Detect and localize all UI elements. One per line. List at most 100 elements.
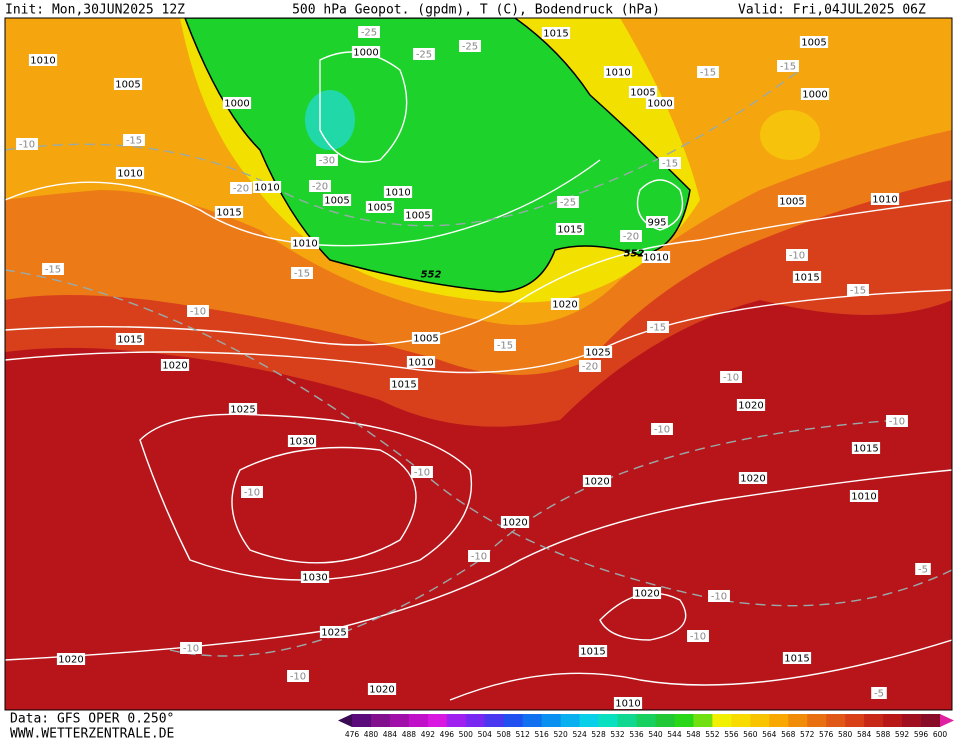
isobar-label: 1020: [552, 300, 577, 311]
isobar-label: 1015: [557, 225, 582, 236]
isobar-label-box: [582, 475, 612, 487]
colorbar-label: 500: [459, 730, 474, 739]
isobar-label: 1010: [292, 239, 317, 250]
isobar-label: 1015: [391, 380, 416, 391]
isobar-label-box: [214, 206, 244, 218]
isobar-label-box: [406, 356, 436, 368]
colorbar-label: 480: [364, 730, 379, 739]
colorbar-cell: [503, 714, 524, 727]
temperature-label-box: [42, 263, 64, 275]
colorbar-label: 596: [914, 730, 929, 739]
colorbar-cell: [352, 714, 372, 727]
colorbar: 476 480 484 488 492 496 500 504 508 512 516 520 524 5…: [338, 714, 954, 739]
isobar-label-box: [367, 683, 397, 695]
temperature-label-box: [720, 371, 742, 383]
isobar-label-box: [403, 209, 433, 221]
temperature-label: -10: [654, 425, 670, 436]
isobar-label: 1020: [740, 474, 765, 485]
colorbar-label: 520: [553, 730, 568, 739]
temperature-label: -5: [874, 689, 884, 700]
colorbar-label: 584: [857, 730, 872, 739]
isobar-label: 1020: [634, 589, 659, 600]
temperature-label: -10: [789, 251, 805, 262]
colorbar-cell: [845, 714, 865, 727]
temperature-label-box: [494, 339, 516, 351]
temperature-label-box: [459, 40, 481, 52]
isobar-label-box: [849, 490, 879, 502]
colorbar-cell: [902, 714, 922, 727]
temperature-label-box: [651, 423, 673, 435]
isobar-label-box: [782, 652, 812, 664]
temperature-label-box: [708, 590, 730, 602]
temperature-label-box: [358, 26, 380, 38]
map: [5, 18, 952, 710]
temperature-label: -20: [582, 362, 598, 373]
temperature-label-box: [915, 563, 931, 575]
isobar-label: 1030: [289, 437, 314, 448]
isobar-label-box: [603, 66, 633, 78]
isobar-label: 1000: [802, 90, 827, 101]
temperature-label: -5: [918, 565, 928, 576]
colorbar-label: 580: [838, 730, 853, 739]
isobar-label-box: [851, 442, 881, 454]
temperature-label-box: [287, 670, 309, 682]
isobar-label-box: [300, 571, 330, 583]
isobar-label-box: [365, 201, 395, 213]
temperature-label-box: [316, 154, 338, 166]
colorbar-cell: [522, 714, 543, 727]
temperature-label: -10: [183, 644, 199, 655]
colorbar-label: 492: [421, 730, 436, 739]
isobar-label-box: [351, 46, 381, 58]
colorbar-cell: [541, 714, 562, 727]
site: WWW.WETTERZENTRALE.DE: [10, 727, 174, 742]
isobar-label: 1010: [408, 358, 433, 369]
colorbar-label: 536: [629, 730, 644, 739]
isobar-label: 995: [647, 218, 666, 229]
colorbar-cell: [427, 714, 448, 727]
colorbar-cell: [769, 714, 789, 727]
colorbar-cell: [731, 714, 751, 727]
field-cyan: [305, 90, 355, 150]
temperature-label: -10: [190, 307, 206, 318]
colorbar-label: 568: [781, 730, 796, 739]
temperature-label-box: [411, 466, 433, 478]
isobar-label: 1000: [353, 48, 378, 59]
colorbar-label: 516: [535, 730, 550, 739]
isobar-label-box: [56, 653, 86, 665]
temperature-label: -15: [45, 265, 61, 276]
colorbar-label: 508: [497, 730, 512, 739]
temperature-label-box: [647, 321, 669, 333]
colorbar-cell: [921, 714, 941, 727]
isobar-label: 1010: [254, 183, 279, 194]
temperature-label: -15: [294, 269, 310, 280]
temperature-label: -15: [780, 62, 796, 73]
colorbar-cell: [389, 714, 410, 727]
temperature-label: -25: [462, 42, 478, 53]
isobar-label-box: [799, 36, 829, 48]
colorbar-cell: [560, 714, 581, 727]
colorbar-cell: [788, 714, 808, 727]
isobar-label-box: [777, 195, 807, 207]
colorbar-label: 556: [724, 730, 739, 739]
temperature-label: -20: [623, 232, 639, 243]
isobar-label-box: [115, 167, 145, 179]
isobar-label: 1020: [584, 477, 609, 488]
colorbar-label: 592: [895, 730, 910, 739]
temperature-label: -15: [126, 136, 142, 147]
colorbar-label: 576: [819, 730, 834, 739]
temperature-label: -20: [233, 184, 249, 195]
colorbar-cell: [674, 714, 694, 727]
isobar-label: 1015: [543, 29, 568, 40]
isobar-label-box: [792, 271, 822, 283]
temperature-label-box: [847, 284, 869, 296]
temperature-label: -10: [19, 140, 35, 151]
temperature-label-box: [620, 230, 642, 242]
temperature-label-box: [886, 415, 908, 427]
isobar-label-box: [319, 626, 349, 638]
isobar-label: 1010: [851, 492, 876, 503]
isobar-label-box: [290, 237, 320, 249]
isobar-label: 1015: [794, 273, 819, 284]
colorbar-arrow-low: [338, 714, 352, 727]
temperature-label: -10: [711, 592, 727, 603]
